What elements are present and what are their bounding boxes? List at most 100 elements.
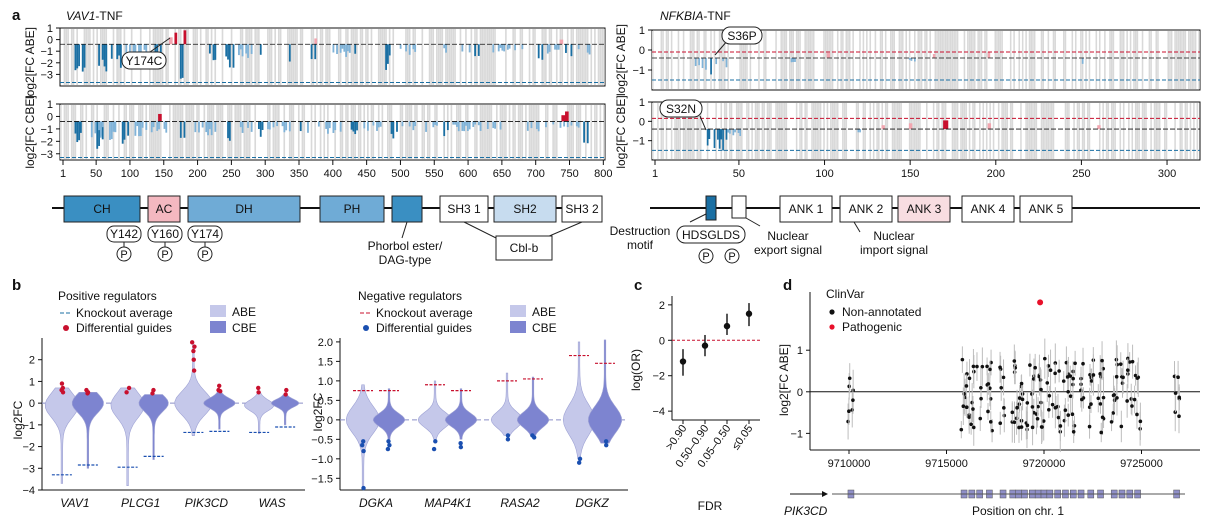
- vav1-abe-bg-bar: [245, 29, 247, 85]
- vav1-cbe-bg-bar: [457, 105, 460, 159]
- d-xlabel: Position on chr. 1: [972, 504, 1064, 518]
- b-pos-category-label: WAS: [259, 496, 286, 510]
- nfkbia-cbe-bg-bar: [896, 103, 899, 159]
- nfkbia-cbe-bg-bar: [691, 103, 693, 159]
- d-point: [1053, 371, 1057, 376]
- nfkbia-cbe-bg-bar: [953, 103, 955, 159]
- vav1-abe-bg-bar: [325, 29, 327, 85]
- vav1-cbe-pos-bar: [158, 113, 162, 122]
- nfkbia-cbe-bg-bar: [682, 103, 685, 159]
- b-neg-diff-guide: [387, 442, 392, 448]
- b-neg-violin-cbe: [444, 388, 478, 440]
- vav1-cbe-bg-bar: [190, 105, 193, 159]
- nfkbia-abe-bg-bar: [1179, 31, 1181, 89]
- vav1-abe-ytick-label: 1: [47, 23, 53, 35]
- vav1-abe-bg-bar: [521, 29, 524, 85]
- nfkbia-cbe-bg-bar: [1025, 103, 1027, 159]
- vav1-cbe-bg-bar: [341, 105, 344, 159]
- vav1-cbe-light-bar: [412, 121, 415, 131]
- vav1-abe-bg-bar: [221, 29, 224, 85]
- vav1-cbe-bg-bar: [545, 105, 547, 159]
- d-point: [1031, 377, 1036, 381]
- vav1-cbe-light-bar: [163, 121, 166, 129]
- vav1-cbe-light-bar: [545, 121, 547, 128]
- nfkbia-abe-bg-bar: [1042, 31, 1044, 89]
- nfkbia-abe-bg-bar: [677, 31, 680, 89]
- nfkbia-cbe-bg-bar: [823, 103, 825, 159]
- d-point: [1098, 372, 1102, 376]
- d-title: ClinVar: [826, 287, 864, 301]
- nfkbia-cbe-bg-bar: [1098, 103, 1101, 159]
- vav1-cbe-bg-bar: [535, 105, 538, 159]
- vav1-cbe-light-bar: [276, 121, 278, 127]
- nfkbia-cbe-bg-bar: [1196, 103, 1199, 159]
- d-point: [1041, 419, 1046, 423]
- vav1-cbe-bg-bar: [414, 105, 416, 159]
- vav1-cbe-bg-bar: [254, 105, 257, 159]
- vav1-abe-dark-bar: [83, 44, 86, 68]
- vav1-abe-pos-bar: [169, 37, 173, 45]
- vav1-abe-bg-bar: [118, 29, 120, 85]
- vav1-abe-bg-bar: [312, 29, 315, 85]
- nfkbia-abe-bg-bar: [783, 31, 786, 89]
- nfkbia-cbe-bg-bar: [898, 103, 901, 159]
- vav1-abe-bg-bar: [446, 29, 449, 85]
- vav1-abe-bg-bar: [481, 29, 484, 85]
- vav1-abe-light-bar: [125, 44, 128, 56]
- nfkbia-cbe-light-bar: [727, 129, 730, 133]
- vav1-cbe-light-bar: [317, 121, 320, 127]
- vav1-abe-bg-bar: [345, 29, 347, 85]
- vav1-cbe-bg-bar: [359, 105, 362, 159]
- nfkbia-abe-bg-bar: [723, 31, 726, 89]
- vav1-abe-dark-bar: [354, 44, 357, 54]
- nfkbia-cbe-light-bar: [737, 129, 740, 133]
- nfkbia-abe-bg-bar: [652, 31, 654, 89]
- vav1-abe-dark-bar: [110, 44, 113, 59]
- b-neg-legend-diff: Differential guides: [376, 321, 472, 335]
- nfkbia-abe-bg-bar: [1121, 31, 1123, 89]
- d-point: [1100, 358, 1104, 363]
- nfkbia-cbe-bg-bar: [751, 103, 753, 159]
- nfkbia-xtick-label: 100: [815, 168, 833, 180]
- vav1-cbe-light-bar: [401, 121, 404, 127]
- vav1-x-axis: 1 50 100 150 200 250 300 350 400 450 500 550 600 650 7…: [60, 160, 613, 180]
- vav1-cbe-light-bar: [486, 121, 489, 129]
- b-neg-diff-guide: [361, 439, 366, 444]
- nfkbia-cbe-bg-bar: [1066, 103, 1068, 159]
- domain-sh2-label: SH2: [513, 202, 537, 216]
- vav1-cbe-bg-bar: [347, 105, 349, 159]
- vav1-abe-bg-bar: [406, 29, 409, 85]
- vav1-abe-dark-bar: [159, 44, 162, 56]
- vav1-cbe-light-bar: [379, 121, 382, 127]
- d-pathogenic-point: [1037, 299, 1044, 306]
- vav1-abe-bg-bar: [555, 29, 558, 85]
- vav1-abe-dark-bar: [387, 44, 389, 64]
- vav1-abe-bg-bar: [327, 29, 329, 85]
- vav1-abe-light-bar: [408, 44, 411, 55]
- vav1-abe-light-bar: [336, 44, 338, 55]
- nfkbia-title-suffix: -TNF: [703, 9, 730, 23]
- nfkbia-cbe-bg-bar: [936, 103, 938, 159]
- vav1-abe-dark-bar: [179, 44, 182, 79]
- vav1-abe-light-bar: [506, 44, 509, 50]
- vav1-cbe-bg-bar: [352, 105, 355, 159]
- vav1-abe-dark-bar: [537, 44, 540, 59]
- d-point: [1068, 374, 1073, 378]
- nfkbia-cbe-bg-bar: [768, 103, 770, 159]
- nfkbia-abe-bg-bar: [696, 31, 699, 89]
- vav1-cbe-bg-bar: [554, 105, 556, 159]
- nfkbia-cbe-bg-bar: [884, 103, 887, 159]
- nfkbia-cbe-bg-bar: [741, 103, 743, 159]
- vav1-title-gene: VAV1: [66, 9, 95, 23]
- vav1-abe-light-bar: [339, 44, 342, 53]
- nfkbia-cbe-bg-bar: [783, 103, 786, 159]
- nfkbia-cbe-bg-bar: [730, 103, 733, 159]
- b-neg-violin-cbe: [516, 376, 550, 436]
- d-point: [1130, 404, 1134, 408]
- cblb-box: [495, 235, 553, 261]
- nfkbia-cbe-bg-bar: [1042, 103, 1044, 159]
- nfkbia-abe-ytick-label: 1: [639, 25, 645, 37]
- d-point: [1098, 402, 1103, 406]
- vav1-xtick-label: 700: [527, 168, 545, 180]
- nfkbia-cbe-bg-bar: [842, 103, 844, 159]
